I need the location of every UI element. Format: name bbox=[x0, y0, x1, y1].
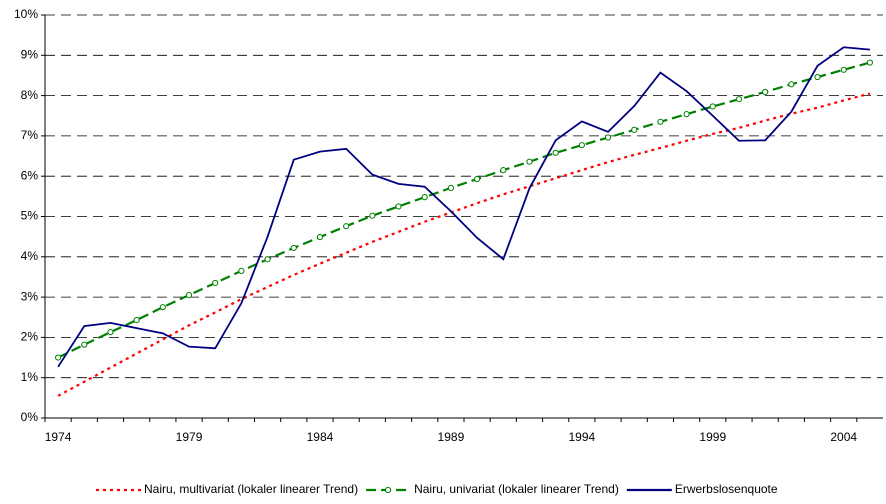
series-marker bbox=[369, 212, 376, 219]
series-marker bbox=[604, 134, 612, 141]
series-marker bbox=[290, 244, 297, 252]
series-marker bbox=[159, 304, 166, 311]
series-marker bbox=[631, 126, 638, 133]
series-marker bbox=[762, 88, 769, 96]
series-line bbox=[57, 61, 871, 359]
series-marker bbox=[185, 291, 193, 299]
series-marker bbox=[421, 194, 428, 201]
series-marker bbox=[238, 267, 245, 275]
y-tick-label: 10% bbox=[14, 7, 38, 21]
series-marker bbox=[500, 167, 507, 174]
x-tick-label: 1994 bbox=[568, 430, 595, 444]
y-tick-label: 4% bbox=[21, 249, 39, 263]
legend-label: Nairu, multivariat (lokaler linearer Tre… bbox=[144, 482, 358, 496]
legend-label: Erwerbslosenquote bbox=[675, 482, 778, 496]
series-marker bbox=[316, 233, 324, 241]
series-marker bbox=[552, 149, 559, 156]
series-marker bbox=[683, 111, 690, 118]
series-marker bbox=[526, 158, 533, 165]
series-marker bbox=[107, 329, 114, 336]
series-marker bbox=[788, 81, 795, 88]
x-tick-label: 1999 bbox=[699, 430, 726, 444]
legend-label: Nairu, univariat (lokaler linearer Trend… bbox=[414, 482, 619, 496]
series-marker bbox=[133, 316, 140, 324]
series-marker bbox=[709, 103, 716, 110]
x-tick-label: 1989 bbox=[438, 430, 465, 444]
series-marker bbox=[866, 59, 874, 66]
series-marker bbox=[81, 341, 88, 348]
series-marker bbox=[264, 256, 271, 263]
x-tick-label: 1974 bbox=[45, 430, 72, 444]
x-tick-label: 2004 bbox=[830, 430, 857, 444]
series-marker bbox=[473, 175, 481, 183]
y-tick-label: 6% bbox=[21, 168, 39, 182]
x-tick-label: 1984 bbox=[307, 430, 334, 444]
legend-marker bbox=[384, 486, 392, 494]
x-tick-label: 1979 bbox=[176, 430, 203, 444]
series-marker bbox=[840, 66, 847, 73]
series-marker bbox=[657, 118, 664, 125]
series-line bbox=[57, 46, 870, 368]
y-tick-label: 3% bbox=[21, 289, 39, 303]
y-tick-label: 2% bbox=[21, 330, 39, 344]
series-marker bbox=[54, 354, 62, 361]
series-marker bbox=[578, 142, 585, 149]
y-tick-label: 9% bbox=[21, 47, 39, 61]
series-line bbox=[57, 92, 871, 397]
series-marker bbox=[814, 73, 821, 81]
series-marker bbox=[735, 96, 743, 103]
series-marker bbox=[343, 223, 350, 230]
y-tick-label: 1% bbox=[21, 370, 39, 384]
series-marker bbox=[212, 279, 219, 287]
y-tick-label: 0% bbox=[21, 410, 39, 424]
series-marker bbox=[447, 184, 455, 191]
y-tick-label: 7% bbox=[21, 128, 39, 142]
y-tick-label: 8% bbox=[21, 88, 39, 102]
series-marker bbox=[395, 203, 402, 210]
y-tick-label: 5% bbox=[21, 209, 39, 223]
